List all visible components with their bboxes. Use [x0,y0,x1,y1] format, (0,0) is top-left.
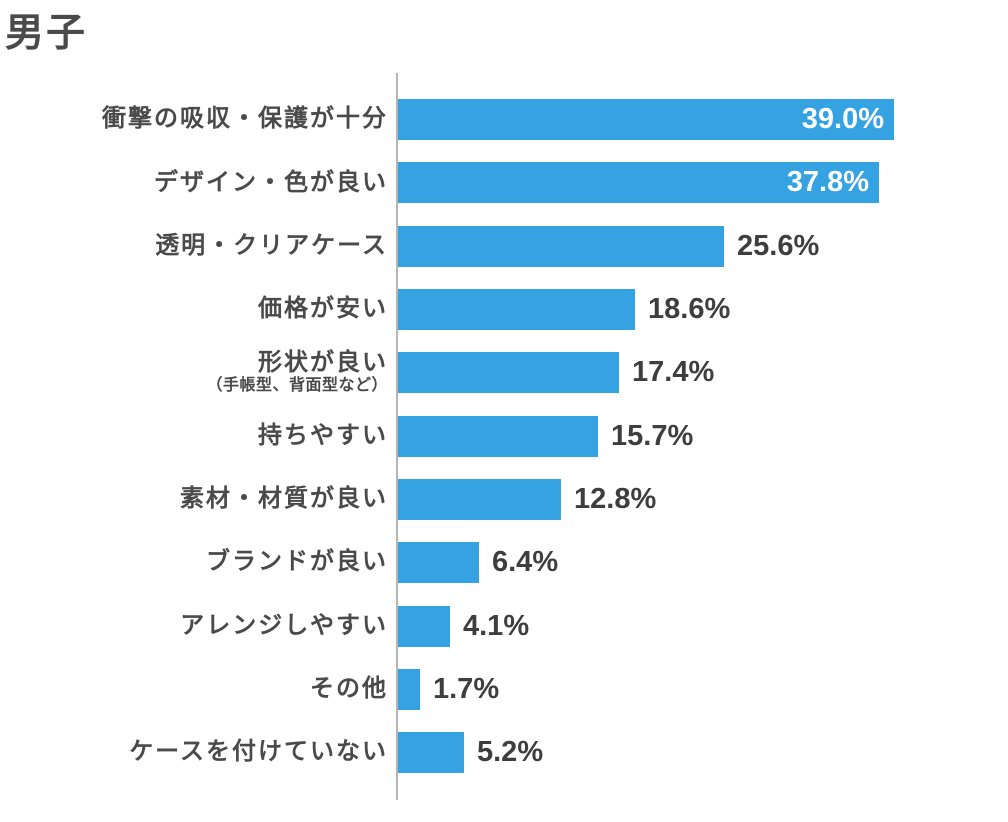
value-label: 37.8% [786,166,869,199]
category-label: ケースを付けていない [129,738,388,766]
plot-area: 12.8% [388,478,1008,520]
value-label: 25.6% [737,229,820,262]
bar [398,225,724,267]
plot-area: 6.4% [388,542,1008,584]
plot-area: 15.7% [388,415,1008,457]
bar-row: 衝撃の吸収・保護が十分 39.0% [0,88,1008,151]
chart-title: 男子 [5,12,88,55]
value-label: 5.2% [477,736,544,769]
bar [398,352,619,394]
bar-row: ケースを付けていない 5.2% [0,721,1008,784]
category-label: 衝撃の吸収・保護が十分 [102,105,388,133]
category-label: 形状が良い （手帳型、背面型など） [0,350,388,395]
bar [398,732,464,774]
bar [398,415,598,457]
bar: 37.8% [398,162,879,204]
plot-area: 5.2% [388,732,1008,774]
value-label: 15.7% [611,419,694,452]
value-label: 1.7% [433,672,500,705]
bar-row: デザイン・色が良い 37.8% [0,151,1008,214]
plot-area: 25.6% [388,225,1008,267]
bar-row: 持ちやすい 15.7% [0,404,1008,467]
bar-row: 透明・クリアケース 25.6% [0,215,1008,278]
category-label: アレンジしやすい [180,611,388,639]
value-label: 17.4% [632,356,715,389]
bar-row: ブランドが良い 6.4% [0,531,1008,594]
bar-rows-container: 衝撃の吸収・保護が十分 39.0% デザイン・色が良い 37.8% 透明・クリアケース 2… [0,88,1008,784]
plot-area: 18.6% [388,289,1008,331]
category-sublabel: （手帳型、背面型など） [206,377,388,395]
plot-area: 39.0% [388,99,1008,141]
bar: 39.0% [398,99,894,141]
value-label: 4.1% [463,609,530,642]
bar [398,542,479,584]
bar [398,289,635,331]
category-label: ブランドが良い [206,548,388,576]
y-axis-line [396,73,398,800]
category-label: デザイン・色が良い [154,168,388,196]
value-label: 12.8% [574,482,657,515]
value-label: 18.6% [648,293,731,326]
bar [398,668,420,710]
category-label: 持ちやすい [258,421,388,449]
category-label: 価格が安い [258,295,388,323]
bar-row: 素材・材質が良い 12.8% [0,468,1008,531]
bar-row: アレンジしやすい 4.1% [0,594,1008,657]
category-label: その他 [310,674,388,702]
bar-row: 価格が安い 18.6% [0,278,1008,341]
bar [398,605,450,647]
plot-area: 37.8% [388,162,1008,204]
category-label: 素材・材質が良い [180,484,388,512]
value-label: 6.4% [492,546,559,579]
plot-area: 4.1% [388,605,1008,647]
plot-area: 17.4% [388,352,1008,394]
bar [398,478,561,520]
value-label: 39.0% [801,103,884,136]
plot-area: 1.7% [388,668,1008,710]
bar-row: その他 1.7% [0,658,1008,721]
category-label: 透明・クリアケース [155,231,388,259]
bar-row: 形状が良い （手帳型、背面型など） 17.4% [0,341,1008,404]
